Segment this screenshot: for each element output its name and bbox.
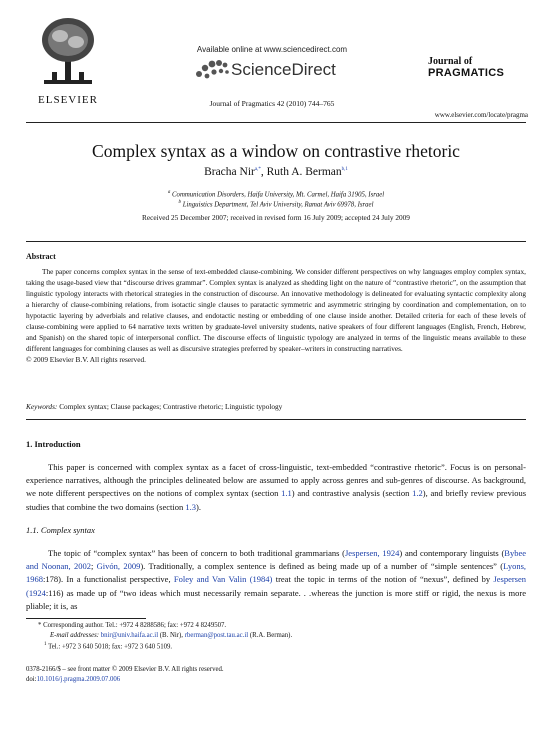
author-separator: , xyxy=(260,166,267,178)
ref-section-1-1[interactable]: 1.1 xyxy=(281,488,292,499)
abstract-bottom-rule xyxy=(26,419,526,420)
section-1-heading: 1. Introduction xyxy=(26,439,81,449)
intro-text-4: ). xyxy=(195,501,201,512)
journal-logo-line2: PRAGMATICS xyxy=(428,67,505,79)
authors: Bracha Nira,*, Ruth A. Bermanb,1 xyxy=(26,166,526,178)
footnote-1-marker: 1 xyxy=(44,642,47,647)
complex-text-3: ; xyxy=(90,561,97,572)
affiliation-b-marker: b xyxy=(178,200,182,205)
footnote-1-text: Tel.: +972 3 640 5018; fax: +972 3 640 5… xyxy=(48,643,173,651)
available-online: Available online at www.sciencedirect.co… xyxy=(196,45,348,54)
author-2-affil[interactable]: b,1 xyxy=(341,167,348,173)
ref-givon[interactable]: Givón, 2009 xyxy=(96,561,141,572)
affiliation-b: b Linguistics Department, Tel Aviv Unive… xyxy=(26,200,526,208)
complex-text-5: :178). In a functionalist perspective, xyxy=(43,574,174,585)
abstract-copyright: © 2009 Elsevier B.V. All rights reserved… xyxy=(26,355,146,364)
email-nir-who: (B. Nir), xyxy=(158,632,185,639)
issn-line: 0378-2166/$ – see front matter © 2009 El… xyxy=(26,666,224,673)
ref-section-1-2[interactable]: 1.2 xyxy=(412,488,423,499)
journal-logo: Journal of PRAGMATICS xyxy=(428,56,512,90)
complex-text-7: :116) as made up of “two ideas which mus… xyxy=(26,587,526,611)
header-rule xyxy=(26,122,526,123)
email-nir[interactable]: bnir@univ.haifa.ac.il xyxy=(100,632,159,639)
elsevier-wordmark: ELSEVIER xyxy=(38,94,98,106)
ref-foley-vanvalin[interactable]: Foley and Van Valin (1984) xyxy=(173,574,273,585)
elsevier-tree-icon xyxy=(38,14,98,88)
author-1: Bracha Nir xyxy=(204,166,255,178)
email-berman[interactable]: rberman@post.tau.ac.il xyxy=(184,632,249,639)
affiliation-a-text: Communication Disorders, Haifa Universit… xyxy=(172,191,385,199)
ref-jespersen-1924-b[interactable]: Jespersen (1924 xyxy=(26,574,527,598)
ref-bybee-noonan[interactable]: Bybee and Noonan, 2002 xyxy=(26,548,527,572)
affiliation-b-text: Linguistics Department, Tel Aviv Univers… xyxy=(182,201,374,209)
intro-text-2: ) and contrastive analysis (section xyxy=(291,488,413,499)
sciencedirect-wordmark: ScienceDirect xyxy=(231,60,336,79)
footnote-corresponding: * Corresponding author. Tel.: +972 4 828… xyxy=(38,622,227,629)
complex-text-4: ). Traditionally, a complex sentence is … xyxy=(140,561,504,572)
complex-text-6: treat the topic in terms of the notion o… xyxy=(272,574,494,585)
keywords-list: Complex syntax; Clause packages; Contras… xyxy=(59,402,283,411)
elsevier-logo: ELSEVIER xyxy=(38,14,98,106)
ref-lyons[interactable]: Lyons, 1968 xyxy=(26,561,526,585)
intro-text-1: This paper is concerned with complex syn… xyxy=(26,462,526,499)
section-1-paragraph: This paper is concerned with complex syn… xyxy=(26,461,526,514)
ref-jespersen-1924[interactable]: Jespersen, 1924 xyxy=(344,548,400,558)
abstract-text: The paper concerns complex syntax in the… xyxy=(26,267,526,353)
affiliation-a-marker: a xyxy=(167,190,171,195)
journal-citation: Journal of Pragmatics 42 (2010) 744–765 xyxy=(209,99,335,108)
footnote-rule xyxy=(26,618,146,619)
author-1-affil[interactable]: a,* xyxy=(254,167,261,173)
doi-label: doi: xyxy=(26,676,37,683)
doi-line: doi:10.1016/j.pragma.2009.07.006 xyxy=(26,676,120,683)
footnote-emails: E-mail addresses: bnir@univ.haifa.ac.il … xyxy=(50,632,292,639)
keywords-label: Keywords: xyxy=(26,402,58,411)
ref-section-1-3[interactable]: 1.3 xyxy=(185,501,196,512)
section-1-1-heading: 1.1. Complex syntax xyxy=(26,525,95,535)
abstract-heading: Abstract xyxy=(26,252,56,261)
journal-url[interactable]: www.elsevier.com/locate/pragma xyxy=(434,111,528,119)
complex-text-2: ) and contemporary linguists ( xyxy=(399,548,505,558)
intro-text-3: ), and briefly review previous studies t… xyxy=(26,488,526,512)
sciencedirect-dots-icon xyxy=(196,60,229,79)
article-title: Complex syntax as a window on contrastiv… xyxy=(92,141,460,161)
complex-text-1: The topic of “complex syntax” has been o… xyxy=(48,548,345,558)
received-dates: Received 25 December 2007; received in r… xyxy=(142,213,410,222)
section-1-1-paragraph: The topic of “complex syntax” has been o… xyxy=(26,547,526,613)
abstract-body: The paper concerns complex syntax in the… xyxy=(26,266,526,365)
affiliation-a: a Communication Disorders, Haifa Univers… xyxy=(26,190,526,198)
email-berman-who: (R.A. Berman). xyxy=(248,632,293,639)
doi-link[interactable]: 10.1016/j.pragma.2009.07.006 xyxy=(36,676,121,683)
sciencedirect-logo: ScienceDirect xyxy=(193,58,363,84)
abstract-top-rule xyxy=(26,241,526,242)
email-label: E-mail addresses: xyxy=(50,632,100,639)
author-2: Ruth A. Berman xyxy=(266,166,342,178)
footnote-1: 1 Tel.: +972 3 640 5018; fax: +972 3 640… xyxy=(44,642,172,650)
keywords: Keywords: Complex syntax; Clause package… xyxy=(26,402,526,411)
journal-logo-line1: Journal of xyxy=(428,56,473,67)
